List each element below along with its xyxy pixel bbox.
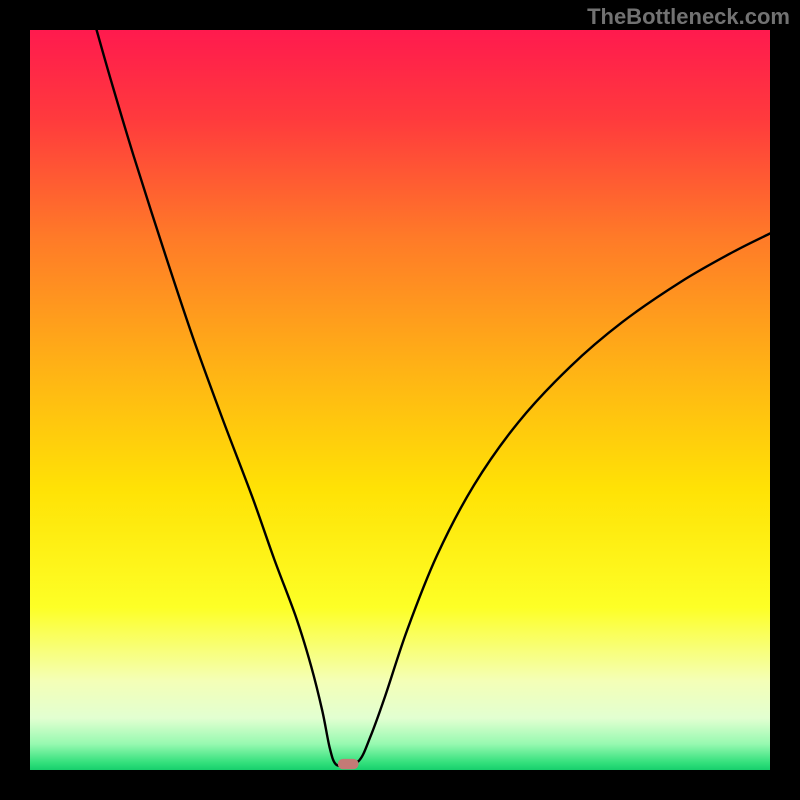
- watermark-text: TheBottleneck.com: [587, 4, 790, 30]
- bottleneck-chart-svg: [0, 0, 800, 800]
- chart-container: TheBottleneck.com line: [0, 0, 800, 800]
- minimum-marker: [338, 759, 359, 769]
- plot-background: [30, 30, 770, 770]
